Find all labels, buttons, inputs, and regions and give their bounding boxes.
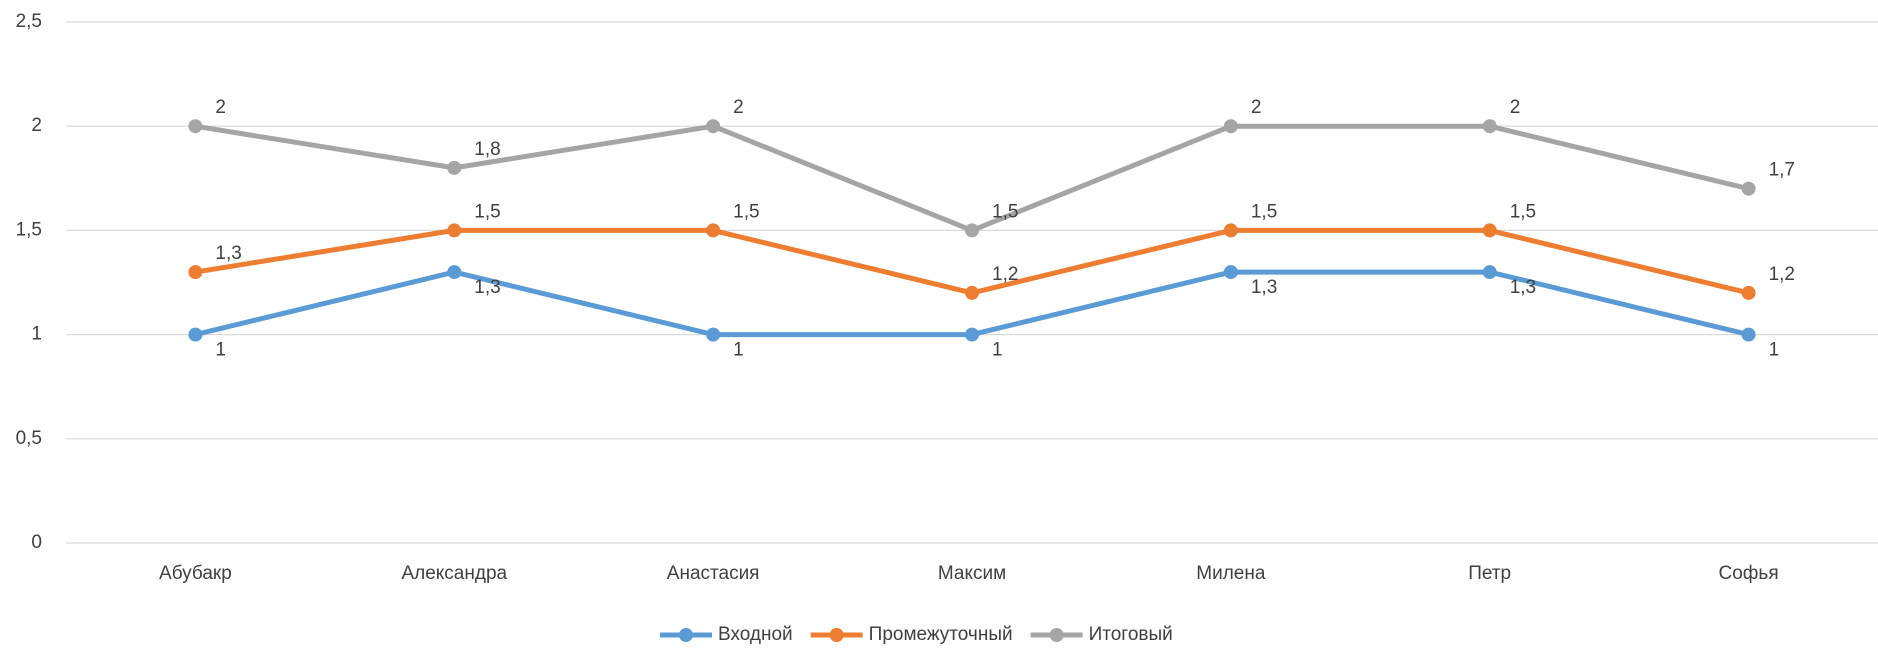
legend-label: Промежуточный (869, 624, 1013, 645)
y-tick-label: 2 (31, 115, 42, 136)
data-point (447, 265, 462, 280)
y-tick-label: 0 (31, 532, 42, 553)
data-label: 1,5 (992, 201, 1018, 222)
y-tick-label: 1 (31, 324, 42, 345)
data-label: 1,2 (1769, 264, 1795, 285)
data-point (965, 223, 979, 238)
legend-marker (829, 628, 844, 642)
data-label: 1,5 (733, 201, 759, 222)
data-label: 2 (1510, 97, 1521, 118)
x-tick-label: Александра (401, 563, 507, 584)
y-tick-label: 0,5 (16, 428, 42, 449)
data-label: 1,3 (1510, 277, 1536, 298)
legend-marker (1049, 628, 1064, 642)
data-label: 1,7 (1769, 160, 1795, 181)
data-point (1223, 223, 1238, 238)
data-point (188, 119, 203, 134)
data-point (1223, 119, 1238, 134)
data-label: 1 (992, 340, 1003, 361)
x-tick-label: Милена (1196, 563, 1266, 584)
x-tick-label: Петр (1468, 563, 1511, 584)
data-point (706, 327, 721, 342)
data-point (188, 265, 203, 280)
data-label: 1,3 (474, 277, 500, 298)
data-label: 1,5 (474, 201, 500, 222)
data-point (1482, 119, 1497, 134)
data-label: 1,5 (1510, 201, 1536, 222)
data-point (706, 223, 721, 238)
data-point (1741, 285, 1756, 300)
data-point (447, 160, 462, 175)
data-label: 1,3 (215, 243, 241, 264)
x-tick-label: Абубакр (159, 563, 232, 584)
data-point (1741, 327, 1756, 342)
data-point (1223, 265, 1238, 280)
legend-label: Входной (718, 624, 793, 645)
data-point (1741, 181, 1756, 196)
data-point (706, 119, 721, 134)
x-tick-label: Максим (938, 563, 1006, 584)
data-label: 1 (1769, 340, 1780, 361)
data-label: 1,3 (1251, 277, 1277, 298)
data-label: 2 (215, 97, 226, 118)
data-label: 2 (1251, 97, 1262, 118)
legend-marker (679, 628, 693, 642)
data-label: 1 (215, 340, 226, 361)
data-label: 1,2 (992, 264, 1018, 285)
data-label: 1 (733, 340, 744, 361)
x-tick-label: Анастасия (667, 563, 760, 584)
data-label: 1,8 (474, 139, 500, 160)
y-tick-label: 2,5 (16, 11, 42, 32)
data-point (1482, 223, 1497, 238)
data-point (965, 327, 979, 342)
data-point (188, 327, 203, 342)
x-tick-label: Софья (1719, 563, 1779, 584)
data-label: 2 (733, 97, 744, 118)
data-point (965, 285, 979, 300)
data-label: 1,5 (1251, 201, 1277, 222)
data-point (447, 223, 462, 238)
data-point (1482, 265, 1497, 280)
y-tick-label: 1,5 (16, 219, 42, 240)
legend-label: Итоговый (1089, 624, 1173, 645)
